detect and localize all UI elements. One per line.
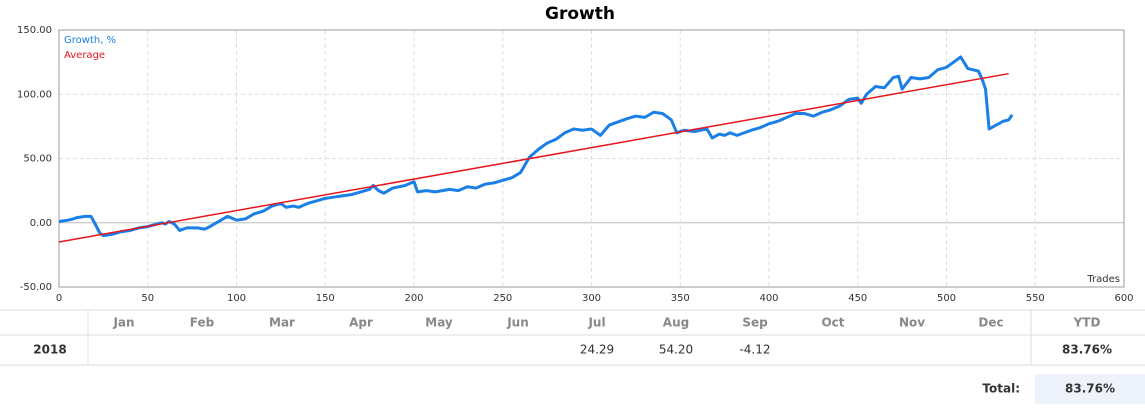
x-tick-label: 0 <box>56 293 62 304</box>
month-header: Dec <box>978 316 1003 330</box>
x-axis-label: Trades <box>1086 274 1120 285</box>
month-header: Aug <box>663 316 689 330</box>
plot-frame <box>58 29 1125 288</box>
legend-entry: Growth, % <box>64 35 116 46</box>
x-tick-label: 200 <box>404 293 423 304</box>
month-header: Apr <box>349 316 373 330</box>
month-header: Jan <box>112 316 134 330</box>
month-header: May <box>425 316 453 330</box>
x-tick-label: 450 <box>848 293 867 304</box>
month-header: Nov <box>899 316 925 330</box>
month-header: Sep <box>742 316 768 330</box>
month-value: 54.20 <box>659 343 693 357</box>
chart-title: Growth <box>545 4 615 24</box>
y-tick-label: 150.00 <box>17 25 52 36</box>
total-label: Total: <box>982 382 1020 396</box>
total-value: 83.76% <box>1065 382 1115 396</box>
x-tick-label: 250 <box>493 293 512 304</box>
month-header: Jun <box>506 316 529 330</box>
y-tick-label: -50.00 <box>20 282 52 293</box>
month-value: -4.12 <box>739 343 770 357</box>
x-tick-label: 50 <box>141 293 154 304</box>
y-tick-label: 100.00 <box>17 89 52 100</box>
month-value: 24.29 <box>580 343 614 357</box>
ytd-value: 83.76% <box>1062 343 1112 357</box>
x-tick-label: 300 <box>582 293 601 304</box>
series-line <box>58 72 1009 243</box>
total-box <box>1035 374 1145 404</box>
year-cell: 2018 <box>33 343 66 357</box>
month-header: Mar <box>269 316 295 330</box>
x-tick-label: 550 <box>1026 293 1045 304</box>
x-tick-label: 500 <box>937 293 956 304</box>
x-tick-label: 100 <box>227 293 246 304</box>
x-tick-label: 600 <box>1114 293 1133 304</box>
x-tick-label: 150 <box>316 293 335 304</box>
y-tick-label: 0.00 <box>30 218 52 229</box>
x-tick-label: 400 <box>759 293 778 304</box>
x-tick-label: 350 <box>671 293 690 304</box>
month-header: Feb <box>190 316 215 330</box>
month-header: YTD <box>1073 316 1101 330</box>
month-header: Jul <box>587 316 605 330</box>
y-tick-label: 50.00 <box>23 154 52 165</box>
legend-entry: Average <box>64 50 105 61</box>
series-line <box>58 55 1014 238</box>
month-header: Oct <box>821 316 844 330</box>
